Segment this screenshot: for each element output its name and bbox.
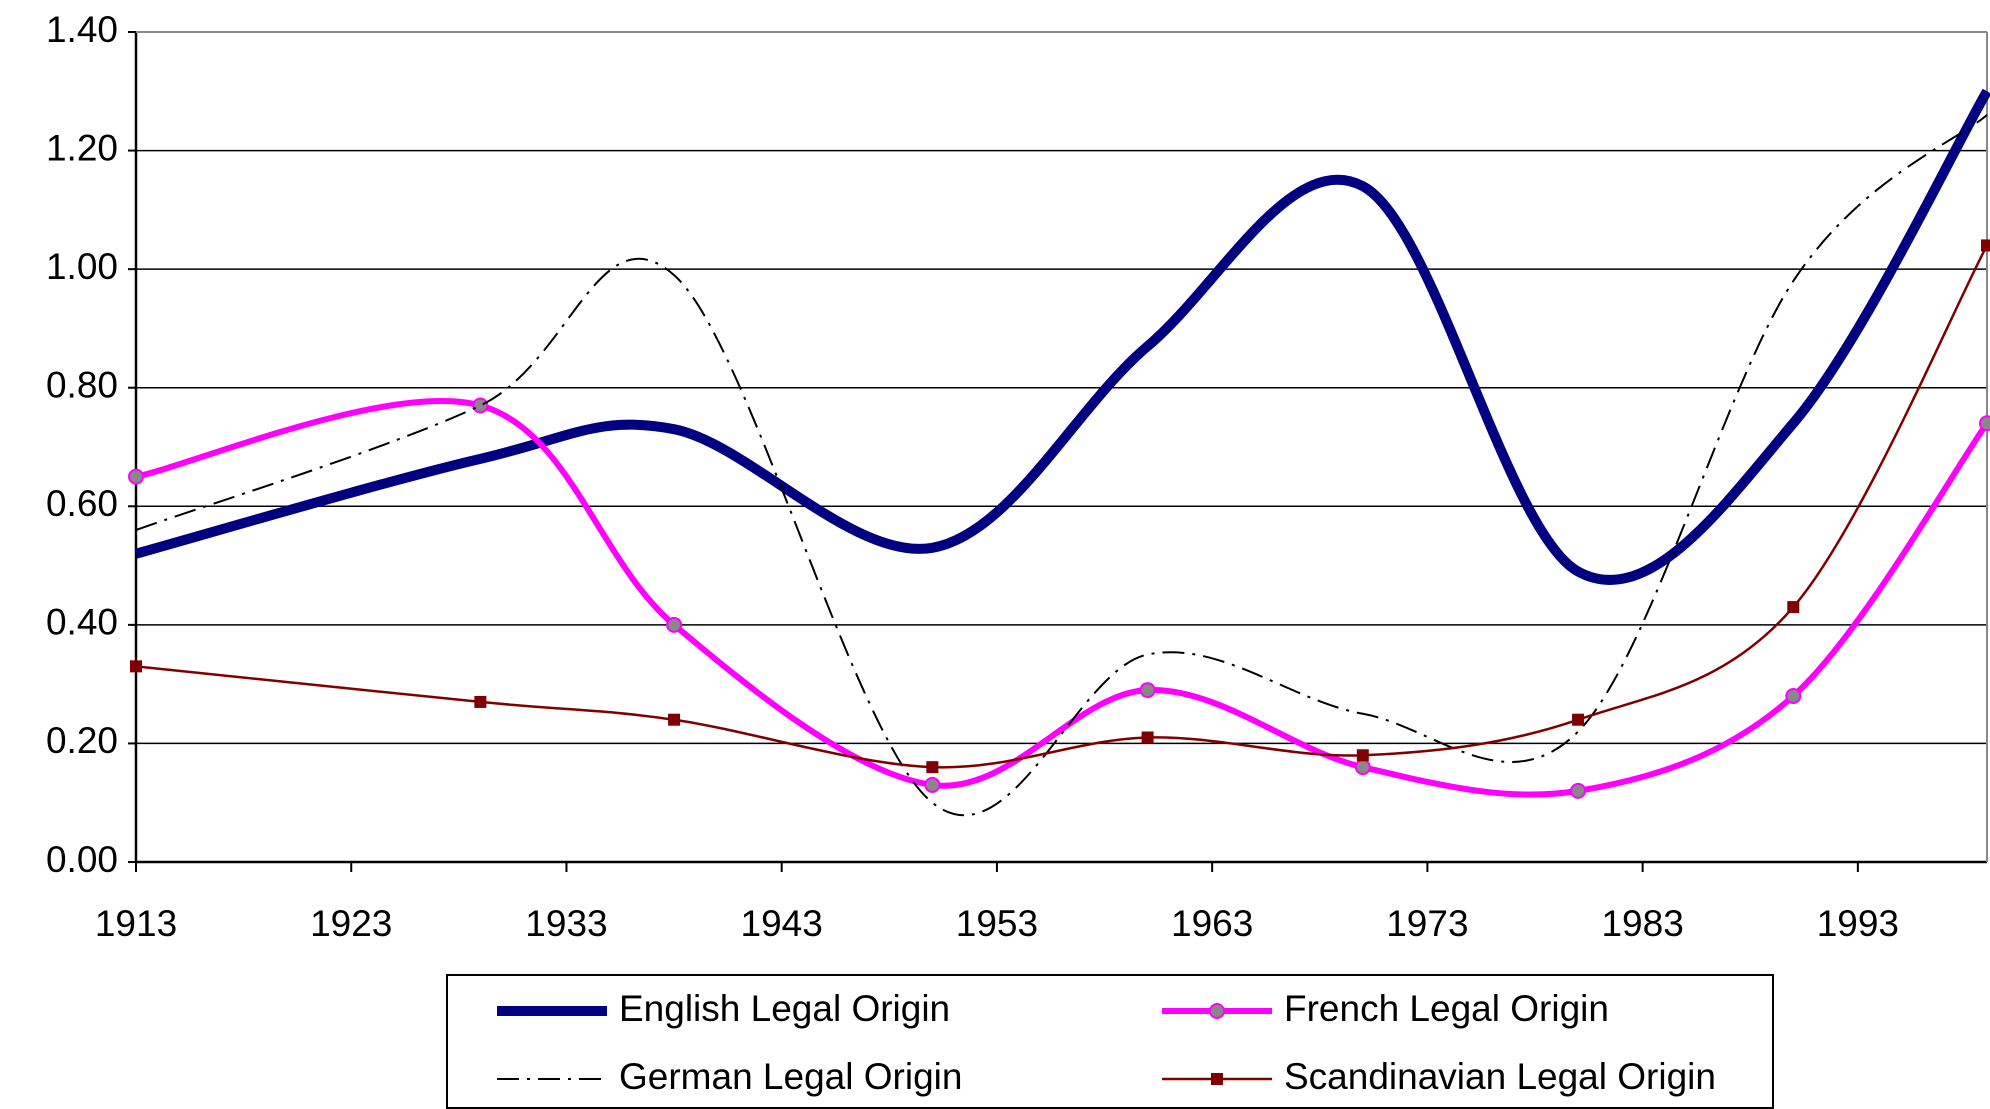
x-tick-label: 1993 (1817, 903, 1899, 944)
data-point (924, 776, 941, 793)
y-tick-label: 0.40 (46, 602, 118, 643)
series-line (135, 398, 1990, 798)
y-tick-label: 0.00 (46, 839, 118, 880)
y-tick-label: 0.60 (46, 483, 118, 524)
data-point (1572, 713, 1585, 726)
x-tick-label: 1973 (1386, 903, 1468, 944)
x-tick-label: 1963 (1171, 903, 1253, 944)
data-point (130, 660, 142, 673)
data-point (1141, 731, 1154, 744)
legend-label: German Legal Origin (619, 1056, 962, 1097)
series-line (135, 244, 1989, 769)
legend-label: English Legal Origin (619, 988, 950, 1029)
legend-label: Scandinavian Legal Origin (1284, 1056, 1716, 1097)
data-point (1570, 782, 1587, 799)
y-tick-label: 0.20 (46, 720, 118, 761)
y-tick-label: 1.00 (46, 246, 118, 287)
data-point (128, 468, 144, 485)
data-point (472, 397, 489, 414)
x-tick-label: 1913 (95, 903, 177, 944)
x-tick-label: 1943 (741, 903, 823, 944)
data-point (1139, 682, 1156, 699)
series-line (134, 88, 1990, 585)
data-point (1785, 688, 1802, 704)
data-point (474, 695, 487, 708)
data-point (1356, 749, 1369, 762)
legend-box (446, 974, 1774, 1109)
data-point (1981, 239, 1990, 252)
y-tick-label: 1.20 (46, 127, 118, 168)
y-tick-label: 0.80 (46, 364, 118, 405)
legend-label: French Legal Origin (1284, 988, 1609, 1029)
legend-marker (1211, 1073, 1223, 1085)
data-point (1354, 759, 1371, 776)
x-tick-label: 1923 (310, 903, 392, 944)
series-line (135, 114, 1988, 817)
y-tick-label: 1.40 (46, 9, 118, 50)
x-tick-label: 1953 (956, 903, 1038, 944)
data-point (666, 616, 683, 633)
x-tick-label: 1983 (1601, 903, 1683, 944)
data-point (1979, 415, 1990, 432)
x-tick-label: 1933 (525, 903, 607, 944)
legend-marker (1209, 1003, 1225, 1019)
data-point (1787, 601, 1800, 614)
data-point (668, 713, 681, 726)
data-point (926, 761, 939, 774)
